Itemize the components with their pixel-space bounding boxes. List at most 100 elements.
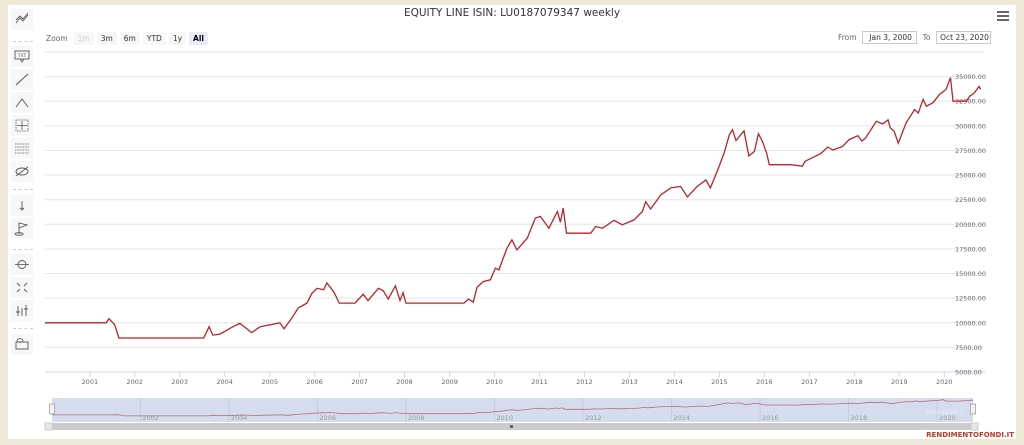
save-chart-button[interactable]: [11, 334, 33, 355]
flag-icon: [14, 222, 29, 236]
measure-button[interactable]: [11, 115, 33, 136]
chart-container: [8, 5, 1016, 439]
indicators-button[interactable]: [11, 9, 33, 30]
navigator-tick-label: 2018: [851, 414, 868, 422]
watermark: RENDIMENTOFONDI.IT: [926, 431, 1014, 439]
flag-button[interactable]: [11, 218, 33, 239]
to-label: To: [922, 33, 931, 42]
toolbar-separator: [13, 41, 33, 42]
x-tick-label: 2017: [801, 378, 818, 386]
x-tick-label: 2006: [306, 378, 323, 386]
x-tick-label: 2012: [576, 378, 593, 386]
x-tick-label: 2016: [756, 378, 773, 386]
toolbar-separator: [13, 249, 33, 250]
navigator-handle[interactable]: [49, 403, 55, 415]
fibonacci-button[interactable]: [11, 138, 33, 159]
y-tick-label: 5000.00: [955, 369, 982, 377]
x-tick-label: 2008: [396, 378, 413, 386]
x-tick-label: 2015: [711, 378, 728, 386]
x-tick-label: 2003: [171, 378, 188, 386]
y-tick-label: 15000.00: [955, 270, 986, 278]
zoom-1y-button[interactable]: 1y: [168, 32, 187, 45]
x-tick-label: 2018: [846, 378, 863, 386]
toolbar-separator: [13, 189, 33, 190]
navigator-series-label: Navigator 1: [926, 408, 964, 416]
x-tick-label: 2019: [891, 378, 908, 386]
toolbar-separator: [13, 328, 33, 329]
range-selector: Zoom 1m 3m 6m YTD 1y All: [46, 32, 211, 45]
vertical-counter-button[interactable]: [11, 195, 33, 216]
save-chart-icon: [15, 338, 29, 350]
x-tick-label: 2009: [441, 378, 458, 386]
text-annotation-icon: TXT: [14, 50, 30, 63]
y-tick-label: 27500.00: [955, 147, 986, 155]
scrollbar-left-arrow[interactable]: [44, 422, 53, 431]
fullscreen-button[interactable]: [11, 277, 33, 298]
y-axis: 5000.00 7500.00 10000.00 12500.00 15000.00 17…: [955, 73, 986, 376]
zoom-change-icon: [15, 260, 29, 269]
x-tick-label: 2010: [486, 378, 503, 386]
y-tick-label: 12500.00: [955, 295, 986, 303]
hide-annotations-icon: [15, 166, 29, 177]
zoom-label: Zoom: [46, 34, 68, 43]
navigator-tick-label: 2004: [231, 414, 248, 422]
navigator-tick-label: 2008: [408, 414, 425, 422]
indicators-icon: [15, 12, 29, 24]
x-tick-label: 2013: [621, 378, 638, 386]
chart-title: EQUITY LINE ISIN: LU0187079347 weekly: [403, 7, 621, 19]
fullscreen-icon: [16, 282, 28, 293]
scrollbar-right-arrow[interactable]: [970, 422, 979, 431]
zoom-change-button[interactable]: [11, 254, 33, 275]
elliott-wave-button[interactable]: [11, 92, 33, 113]
x-tick-label: 2007: [351, 378, 368, 386]
text-annotation-button[interactable]: TXT: [11, 46, 33, 67]
navigator-tick-label: 2002: [142, 414, 159, 422]
from-date-input[interactable]: [861, 31, 917, 44]
equity-line-series: [45, 77, 982, 339]
x-axis: 2001 2002 2003 2004 2005 2006 2007 2008 2009 2010…: [82, 372, 953, 386]
zoom-all-button[interactable]: All: [189, 32, 208, 45]
y-tick-label: 25000.00: [955, 172, 986, 180]
price-indicator-button[interactable]: [11, 300, 33, 321]
navigator-tick-label: 2006: [319, 414, 336, 422]
x-tick-label: 2005: [261, 378, 278, 386]
y-tick-label: 10000.00: [955, 319, 986, 327]
navigator-tick-label: 2010: [497, 414, 514, 422]
price-indicator-icon: [16, 305, 28, 316]
zoom-6m-button[interactable]: 6m: [119, 32, 140, 45]
navigator-tick-label: 2020: [939, 414, 956, 422]
y-tick-label: 20000.00: [955, 221, 986, 229]
x-tick-label: 2004: [216, 378, 233, 386]
measure-icon: [15, 119, 29, 132]
navigator[interactable]: 2002 2004 2006 2008 2010 2012 2014 2016 2018 2020…: [44, 398, 979, 431]
navigator-tick-label: 2014: [674, 414, 691, 422]
x-tick-label: 2020: [936, 378, 953, 386]
y-tick-label: 35000.00: [955, 73, 986, 81]
elliott-wave-icon: [15, 98, 29, 108]
zoom-1m-button[interactable]: 1m: [73, 32, 94, 45]
y-tick-label: 32500.00: [955, 98, 986, 106]
fibonacci-icon: [15, 143, 29, 154]
from-label: From: [838, 33, 857, 42]
y-tick-label: 22500.00: [955, 196, 986, 204]
navigator-handle[interactable]: [970, 403, 976, 415]
vertical-counter-icon: [19, 201, 25, 211]
navigator-tick-label: 2012: [585, 414, 602, 422]
y-tick-label: 7500.00: [955, 344, 982, 352]
zoom-ytd-button[interactable]: YTD: [142, 32, 166, 45]
x-tick-label: 2014: [666, 378, 683, 386]
y-tick-label: 17500.00: [955, 245, 986, 253]
navigator-tick-label: 2016: [762, 414, 779, 422]
zoom-3m-button[interactable]: 3m: [96, 32, 117, 45]
hide-annotations-button[interactable]: [11, 161, 33, 182]
line-icon: [15, 73, 29, 86]
x-tick-label: 2001: [82, 378, 99, 386]
to-date-input[interactable]: [935, 31, 991, 44]
navigator-series: [52, 399, 974, 417]
grid-lines: [45, 51, 985, 373]
line-button[interactable]: [11, 69, 33, 90]
x-tick-label: 2011: [531, 378, 548, 386]
y-tick-label: 30000.00: [955, 122, 986, 130]
hamburger-icon[interactable]: [997, 11, 1009, 21]
